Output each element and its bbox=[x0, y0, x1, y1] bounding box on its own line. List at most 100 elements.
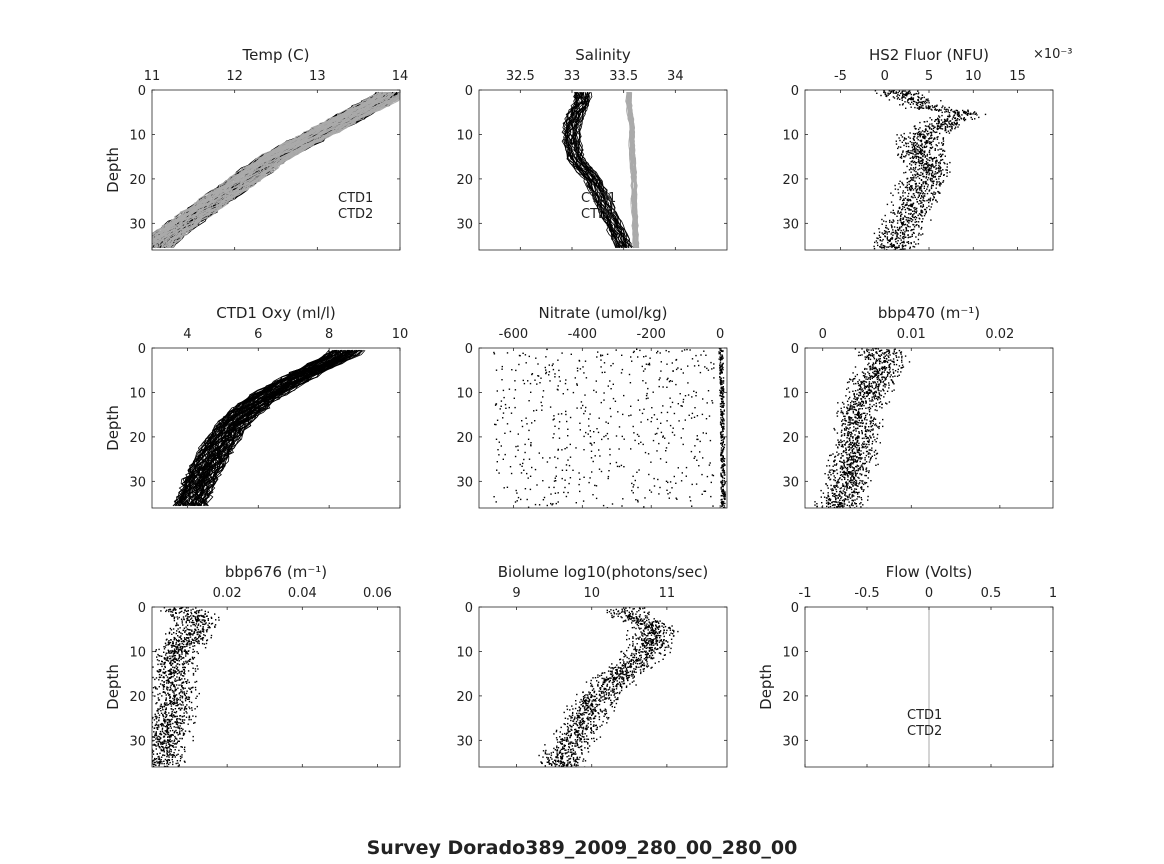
nitrate-scatter-point bbox=[524, 488, 527, 490]
hs2fluor-scatter-point bbox=[915, 150, 917, 152]
bbp676-scatter-point bbox=[177, 644, 179, 646]
bbp470-scatter-point bbox=[853, 482, 855, 485]
bbp470-scatter-point bbox=[850, 402, 852, 404]
bbp470-scatter-point bbox=[863, 350, 865, 353]
hs2fluor-scatter-point bbox=[892, 219, 894, 221]
nitrate-scatter-point bbox=[498, 441, 500, 443]
hs2fluor-scatter-point bbox=[914, 211, 916, 213]
hs2fluor-scatter-point bbox=[907, 92, 910, 94]
nitrate-scatter-point bbox=[637, 501, 639, 503]
bbp676-scatter-point bbox=[155, 731, 157, 733]
bbp470-scatter-point bbox=[856, 459, 859, 461]
bbp470-scatter-point bbox=[875, 385, 877, 387]
bbp470-scatter-point bbox=[847, 484, 849, 486]
bbp676-scatter-point bbox=[173, 648, 176, 650]
hs2fluor-scatter-point bbox=[925, 168, 928, 170]
bbp470-scatter-point bbox=[908, 361, 911, 363]
bbp470-scatter-point bbox=[854, 420, 856, 422]
nitrate-scatter-point bbox=[645, 397, 648, 400]
nitrate-scatter-point bbox=[723, 446, 725, 448]
bbp470-scatter-point bbox=[892, 358, 895, 360]
hs2fluor-scatter-point bbox=[902, 184, 905, 186]
hs2fluor-scatter-point bbox=[955, 124, 958, 126]
temp-legend-ctd1: CTD1 bbox=[338, 191, 373, 206]
nitrate-scatter-point bbox=[722, 426, 724, 428]
nitrate-scatter-point bbox=[721, 474, 723, 477]
hs2fluor-scatter-point bbox=[902, 93, 904, 95]
nitrate-scatter-point bbox=[606, 432, 609, 435]
bbp470-scatter-point bbox=[846, 489, 848, 491]
nitrate-scatter-point bbox=[721, 426, 724, 428]
nitrate-scatter-point bbox=[659, 458, 662, 460]
hs2fluor-scatter-point bbox=[886, 249, 888, 250]
nitrate-scatter-point bbox=[721, 357, 723, 359]
nitrate-scatter-point bbox=[713, 367, 715, 369]
hs2fluor-scatter-point bbox=[926, 158, 928, 160]
bbp470-scatter-point bbox=[846, 457, 848, 459]
hs2fluor-scatter-point bbox=[912, 174, 914, 176]
nitrate-scatter-point bbox=[696, 459, 698, 461]
bbp470-scatter-point bbox=[864, 427, 866, 429]
nitrate-scatter-point bbox=[722, 417, 724, 420]
bbp470-scatter-point bbox=[852, 469, 855, 472]
nitrate-scatter-point bbox=[656, 352, 658, 354]
nitrate-scatter-point bbox=[572, 469, 574, 471]
hs2fluor-scatter-point bbox=[928, 198, 930, 200]
nitrate-scatter-point bbox=[553, 418, 555, 420]
hs2fluor-scatter-point bbox=[957, 113, 959, 115]
nitrate-scatter-point bbox=[638, 435, 640, 437]
nitrate-scatter-point bbox=[720, 386, 723, 388]
bbp470-scatter-point bbox=[870, 367, 872, 369]
nitrate-scatter-point bbox=[527, 438, 530, 440]
hs2fluor-scatter-point bbox=[936, 180, 938, 183]
bbp676-scatter-point bbox=[196, 621, 198, 623]
bbp470-scatter-point bbox=[873, 436, 875, 438]
bbp470-scatter-point bbox=[833, 470, 835, 473]
hs2fluor-scatter-point bbox=[933, 173, 936, 175]
nitrate-series-0 bbox=[493, 348, 726, 508]
hs2fluor-scatter-point bbox=[901, 183, 904, 185]
nitrate-scatter-point bbox=[721, 355, 724, 358]
hs2fluor-scatter-point bbox=[923, 134, 925, 136]
bbp470-scatter-point bbox=[849, 443, 851, 445]
bbp676-scatter-point bbox=[168, 670, 170, 672]
bbp470-scatter-point bbox=[838, 453, 840, 455]
bbp470-scatter-point bbox=[854, 377, 856, 380]
bbp676-scatter-point bbox=[192, 621, 194, 624]
hs2fluor-scatter-point bbox=[917, 168, 919, 171]
hs2fluor-scatter-point bbox=[895, 241, 897, 243]
hs2fluor-scatter-point bbox=[904, 90, 906, 92]
bbp470-scatter-point bbox=[862, 396, 864, 399]
nitrate-scatter-point bbox=[675, 359, 677, 361]
nitrate-scatter-point bbox=[621, 505, 623, 507]
bbp470-scatter-point bbox=[846, 400, 849, 402]
hs2fluor-scatter-point bbox=[903, 233, 906, 235]
bbp470-scatter-point bbox=[847, 482, 849, 484]
nitrate-scatter-point bbox=[720, 366, 722, 368]
hs2fluor-scatter-point bbox=[936, 145, 938, 147]
bbp470-scatter-point bbox=[843, 433, 846, 435]
bbp470-scatter-point bbox=[875, 457, 877, 460]
nitrate-scatter-point bbox=[720, 383, 722, 386]
bbp470-scatter-point bbox=[814, 501, 816, 503]
bbp676-scatter-point bbox=[163, 747, 165, 749]
bbp676-scatter-point bbox=[171, 663, 173, 665]
bbp676-scatter-point bbox=[184, 761, 186, 763]
nitrate-scatter-point bbox=[614, 400, 617, 402]
nitrate-scatter-point bbox=[501, 379, 503, 381]
bbp676-scatter-point bbox=[169, 650, 172, 652]
bbp470-scatter-point bbox=[900, 351, 903, 353]
bbp470-xtick-label: 0.01 bbox=[897, 327, 926, 342]
hs2fluor-scatter-point bbox=[924, 190, 927, 192]
hs2fluor-scatter-point bbox=[916, 198, 918, 201]
hs2fluor-scatter-point bbox=[954, 122, 956, 125]
nitrate-scatter-point bbox=[659, 486, 661, 489]
bbp470-scatter-point bbox=[862, 400, 864, 403]
bbp470-scatter-point bbox=[852, 479, 854, 481]
hs2fluor-scatter-point bbox=[913, 210, 916, 212]
bbp470-scatter-point bbox=[846, 406, 848, 409]
nitrate-scatter-point bbox=[503, 396, 505, 399]
bbp470-scatter-point bbox=[857, 465, 860, 467]
hs2fluor-scatter-point bbox=[939, 192, 941, 194]
